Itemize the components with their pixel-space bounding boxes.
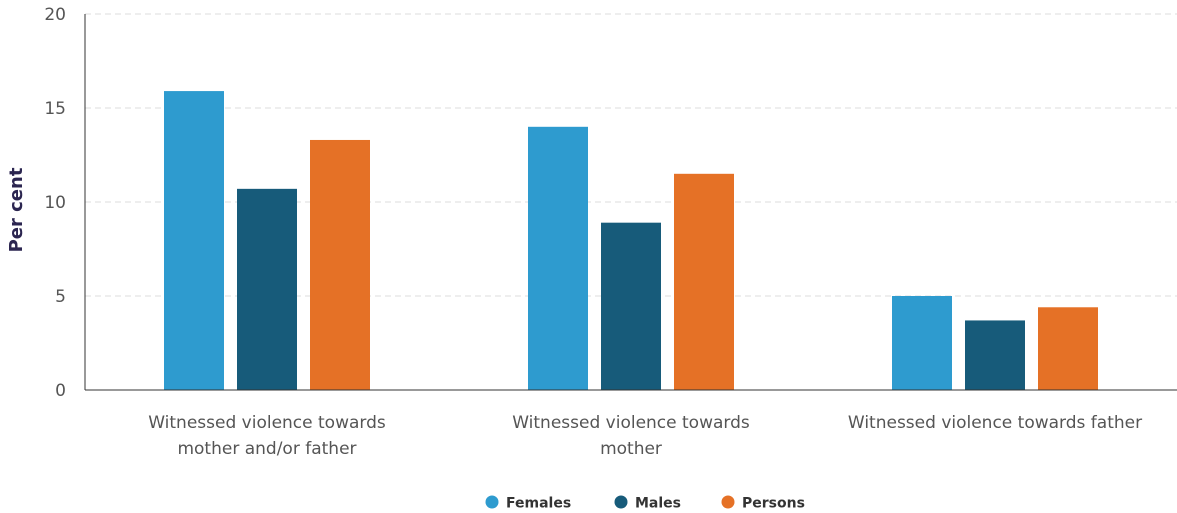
bar-persons [310,139,370,390]
bar-males [237,188,297,390]
legend-label-females: Females [506,496,571,512]
axes [84,14,1177,391]
y-axis-label: Per cent [6,167,27,252]
bar-persons [674,173,734,390]
y-tick-label: 0 [55,381,66,401]
category-label: Witnessed violence towards [148,413,386,433]
category-label: Witnessed violence towards father [848,413,1142,433]
legend-marker-persons [721,495,735,509]
bar-females [164,91,224,390]
legend-label-males: Males [635,496,681,512]
y-tick-label: 5 [55,287,66,307]
category-label: mother and/or father [177,439,356,459]
legend-marker-males [614,495,628,509]
category-label: mother [600,439,662,459]
legend[interactable]: Females Males Persons [485,495,805,512]
y-axis-ticks: 0 5 10 15 20 [44,5,66,401]
y-tick-label: 20 [44,5,66,25]
y-tick-label: 15 [44,99,66,119]
y-tick-label: 10 [44,193,66,213]
category-label: Witnessed violence towards [512,413,750,433]
bars [164,91,1098,391]
legend-marker-females [485,495,499,509]
bar-females [892,296,952,390]
bar-persons [1038,307,1098,390]
bar-males [965,320,1025,390]
bar-males [601,222,661,390]
x-axis-categories: Witnessed violence towards mother and/or … [148,413,1142,459]
bar-females [528,126,588,391]
legend-label-persons: Persons [742,496,805,512]
